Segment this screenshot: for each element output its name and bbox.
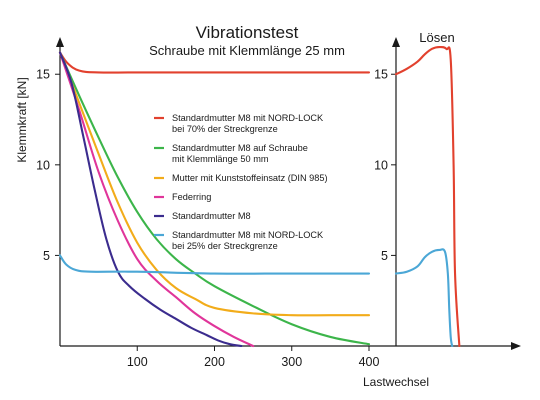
main-y-axis-arrow [56,37,64,47]
chart-subtitle: Schraube mit Klemmlänge 25 mm [149,43,345,58]
legend-label-2: mit Klemmlänge 50 mm [172,154,269,164]
ticks-group: 100 200 300 400 5 10 15 5 10 15 [36,68,396,369]
x-tick-label: 300 [281,355,302,369]
x-axis-arrow [511,342,521,350]
series-line-5 [58,51,243,348]
y-tick-label: 15 [36,68,50,82]
legend-label-5: Standardmutter M8 [172,211,251,221]
secondary-y-tick-label: 10 [374,158,388,172]
y-axis-label: Klemmkraft [kN] [15,77,29,162]
legend-label-4: Federring [172,192,211,202]
series-lines-group [58,45,461,348]
x-tick-label: 400 [359,355,380,369]
legend-label-1: Standardmutter M8 mit NORD-LOCK [172,113,324,123]
legend-label-3: Mutter mit Kunststoffeinsatz (DIN 985) [172,173,328,183]
y-tick-label: 10 [36,158,50,172]
series-line-3 [58,51,371,317]
legend-label-2: Standardmutter M8 auf Schraube [172,143,308,153]
secondary-y-tick-label: 5 [381,249,388,263]
chart-title: Vibrationstest [196,23,299,42]
x-axis-label: Lastwechsel [363,375,429,389]
legend-label-6: Standardmutter M8 mit NORD-LOCK [172,230,324,240]
series-line-2 [58,51,371,346]
legend-label-6: bei 25% der Streckgrenze [172,241,278,251]
loesen-series-line-2 [394,248,454,348]
secondary-panel-title: Lösen [419,30,454,45]
series-line-6 [58,254,371,275]
x-tick-label: 200 [204,355,225,369]
secondary-y-tick-label: 15 [374,68,388,82]
series-line-1 [58,51,371,74]
series-line-4 [58,51,255,348]
loesen-series-line-1 [394,45,461,348]
secondary-y-axis-arrow [392,37,400,47]
y-tick-label: 5 [43,249,50,263]
legend-label-1: bei 70% der Streckgrenze [172,124,278,134]
x-tick-label: 100 [127,355,148,369]
